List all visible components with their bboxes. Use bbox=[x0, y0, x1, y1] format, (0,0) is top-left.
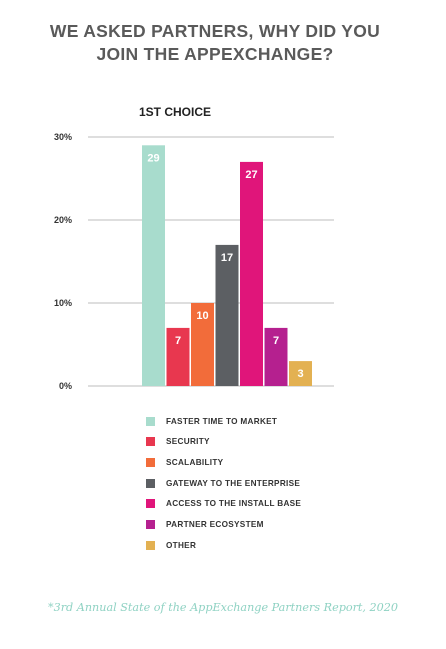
bar bbox=[264, 327, 288, 386]
legend-item: GATEWAY TO THE ENTERPRISE bbox=[146, 477, 301, 489]
y-tick-label: 20% bbox=[54, 215, 72, 225]
legend-label: FASTER TIME TO MARKET bbox=[166, 416, 278, 426]
legend-label: GATEWAY TO THE ENTERPRISE bbox=[166, 478, 301, 488]
legend-swatch bbox=[146, 416, 155, 426]
legend-item: PARTNER ECOSYSTEM bbox=[146, 518, 301, 530]
legend-swatch bbox=[146, 457, 155, 467]
legend-swatch bbox=[146, 519, 155, 529]
source-note: *3rd Annual State of the AppExchange Par… bbox=[47, 601, 399, 614]
legend-item: SECURITY bbox=[146, 436, 301, 448]
bar bbox=[215, 244, 239, 386]
bar bbox=[240, 161, 263, 386]
bar bbox=[191, 303, 214, 386]
bar-value-label: 10 bbox=[196, 310, 208, 322]
bar-value-label: 27 bbox=[245, 169, 257, 181]
bar-value-label: 7 bbox=[175, 335, 181, 347]
legend-label: SECURITY bbox=[166, 437, 210, 447]
legend-item: FASTER TIME TO MARKET bbox=[146, 415, 301, 427]
legend-label: SCALABILITY bbox=[166, 457, 224, 467]
bar bbox=[289, 361, 312, 386]
y-axis-ticks: 0% 10% 20% 30% bbox=[54, 132, 72, 391]
bar bbox=[166, 327, 190, 386]
bars bbox=[142, 145, 312, 386]
y-tick-label: 10% bbox=[54, 298, 72, 308]
bar bbox=[142, 145, 165, 386]
legend-item: SCALABILITY bbox=[146, 456, 301, 468]
legend-swatch bbox=[146, 478, 155, 488]
legend-swatch bbox=[146, 540, 155, 550]
title-line-1: WE ASKED PARTNERS, WHY DID YOU bbox=[49, 21, 381, 41]
legend-item: OTHER bbox=[146, 539, 301, 551]
legend-swatch bbox=[146, 437, 155, 447]
bar-value-label: 17 bbox=[221, 252, 233, 264]
chart-title: WE ASKED PARTNERS, WHY DID YOU JOIN THE … bbox=[0, 20, 430, 66]
bar-value-label: 29 bbox=[147, 152, 159, 164]
legend-label: OTHER bbox=[166, 540, 197, 550]
legend-label: PARTNER ECOSYSTEM bbox=[166, 519, 264, 529]
legend-item: ACCESS TO THE INSTALL BASE bbox=[146, 498, 301, 510]
y-tick-label: 30% bbox=[54, 132, 72, 142]
bar-labels: 29 7 10 17 27 7 3 bbox=[147, 152, 303, 380]
legend: FASTER TIME TO MARKET SECURITY SCALABILITY… bbox=[146, 415, 301, 560]
legend-swatch bbox=[146, 499, 155, 509]
bar-value-label: 3 bbox=[297, 368, 303, 380]
bar-value-label: 7 bbox=[273, 335, 279, 347]
legend-label: ACCESS TO THE INSTALL BASE bbox=[166, 499, 302, 509]
y-tick-label: 0% bbox=[59, 381, 72, 391]
chart-subtitle: 1ST CHOICE bbox=[138, 105, 211, 119]
title-line-2: JOIN THE APPEXCHANGE? bbox=[96, 44, 334, 64]
